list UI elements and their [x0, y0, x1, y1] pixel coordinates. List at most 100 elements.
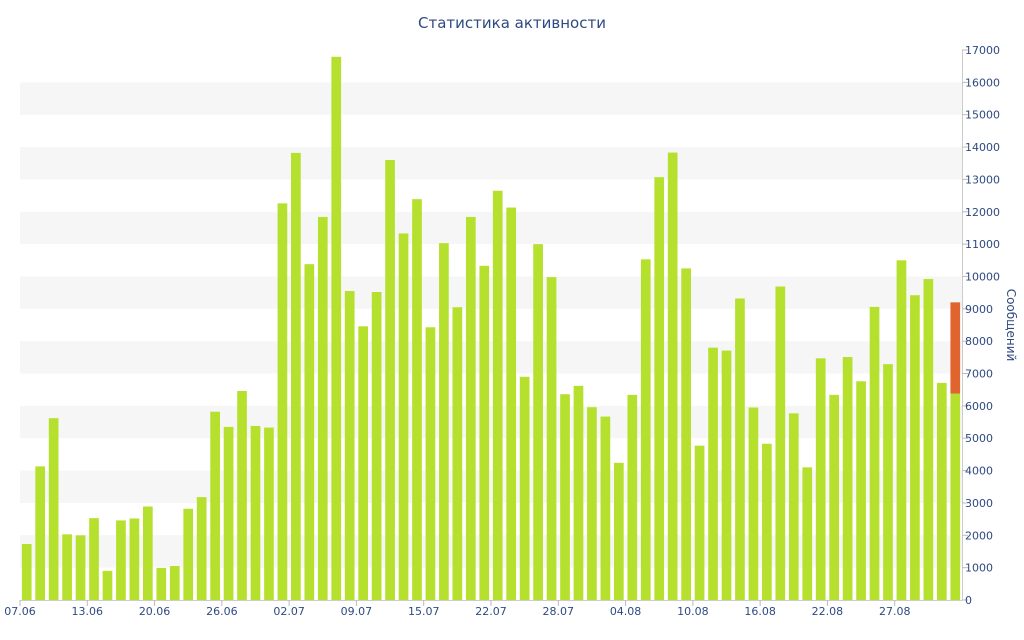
bar — [936, 382, 947, 600]
bar — [250, 425, 261, 600]
x-tick-label: 26.06 — [206, 605, 238, 618]
bar — [694, 445, 705, 600]
plot-band — [20, 276, 962, 309]
bar — [654, 177, 665, 600]
plot-band — [20, 147, 962, 180]
y-tick-label: 1000 — [965, 562, 993, 575]
bar — [465, 216, 476, 601]
bar — [613, 462, 624, 600]
bar — [371, 292, 382, 600]
bar — [869, 306, 880, 600]
bar — [62, 534, 72, 600]
y-axis-label: Сообщений — [1004, 288, 1018, 362]
bar — [317, 216, 328, 601]
bar — [210, 411, 220, 600]
bar — [802, 467, 813, 600]
bar — [21, 544, 32, 600]
x-tick-label: 15.07 — [408, 605, 440, 618]
y-tick-label: 6000 — [965, 400, 993, 413]
highlight-bar-segment — [950, 302, 961, 394]
y-tick-label: 10000 — [965, 270, 1000, 283]
x-tick-label: 27.08 — [879, 605, 911, 618]
y-tick-label: 5000 — [965, 432, 993, 445]
bar — [75, 535, 86, 600]
x-tick-label: 09.07 — [341, 605, 373, 618]
bar — [519, 376, 530, 600]
bar — [452, 307, 463, 600]
y-tick-label: 16000 — [965, 76, 1000, 89]
y-tick-label: 3000 — [965, 497, 993, 510]
x-tick-label: 07.06 — [4, 605, 36, 618]
bar — [439, 243, 449, 600]
bar — [129, 518, 140, 600]
x-tick-label: 10.08 — [677, 605, 709, 618]
bar — [183, 508, 194, 600]
bar — [506, 207, 517, 600]
bar — [640, 259, 651, 600]
y-tick-label: 7000 — [965, 368, 993, 381]
bar — [156, 567, 167, 600]
y-tick-label: 9000 — [965, 303, 993, 316]
bar — [896, 260, 907, 600]
y-tick-label: 11000 — [965, 238, 1000, 251]
y-tick-label: 17000 — [965, 44, 1000, 57]
plot-band — [20, 211, 962, 245]
bar — [102, 570, 113, 600]
bar — [89, 518, 99, 600]
bar — [829, 394, 840, 600]
bar — [681, 268, 691, 600]
bar — [479, 265, 490, 600]
bar — [923, 279, 934, 600]
bar — [546, 277, 557, 600]
bar — [587, 407, 597, 600]
bar — [721, 350, 732, 600]
bar — [600, 416, 611, 600]
chart-title: Статистика активности — [418, 14, 606, 32]
y-tick-label: 8000 — [965, 335, 993, 348]
bar — [667, 152, 678, 600]
bar — [815, 358, 826, 600]
bar — [196, 497, 207, 600]
bar — [142, 506, 153, 600]
bar — [856, 381, 866, 600]
bar — [573, 385, 584, 600]
x-tick-label: 28.07 — [543, 605, 575, 618]
plot-band — [20, 405, 962, 439]
bar — [762, 443, 772, 600]
bar — [331, 56, 342, 600]
y-tick-label: 0 — [965, 594, 972, 607]
bar — [344, 291, 355, 600]
plot-band — [20, 82, 962, 115]
bar — [237, 391, 247, 600]
bar — [883, 364, 893, 600]
x-tick-label: 13.06 — [72, 605, 104, 618]
y-tick-label: 4000 — [965, 465, 993, 478]
bar — [735, 298, 745, 600]
y-tick-label: 15000 — [965, 109, 1000, 122]
bar — [842, 357, 853, 600]
bar — [910, 295, 920, 600]
bar — [48, 418, 59, 600]
plot-band — [20, 341, 962, 374]
bar — [358, 326, 369, 600]
bar — [385, 160, 395, 600]
x-tick-label: 20.06 — [139, 605, 171, 618]
bar — [412, 199, 422, 600]
bar — [116, 520, 126, 600]
bar — [398, 233, 409, 601]
x-tick-label: 02.07 — [273, 605, 305, 618]
y-tick-label: 13000 — [965, 173, 1000, 186]
bar — [223, 426, 234, 600]
bar — [277, 203, 288, 600]
x-tick-label: 22.08 — [812, 605, 844, 618]
bar — [775, 286, 786, 600]
bar — [264, 427, 274, 600]
bar — [304, 264, 315, 600]
bar — [788, 413, 799, 600]
x-tick-label: 04.08 — [610, 605, 642, 618]
x-tick-label: 16.08 — [744, 605, 776, 618]
y-tick-label: 12000 — [965, 206, 1000, 219]
bar — [169, 566, 180, 600]
y-tick-label: 14000 — [965, 141, 1000, 154]
